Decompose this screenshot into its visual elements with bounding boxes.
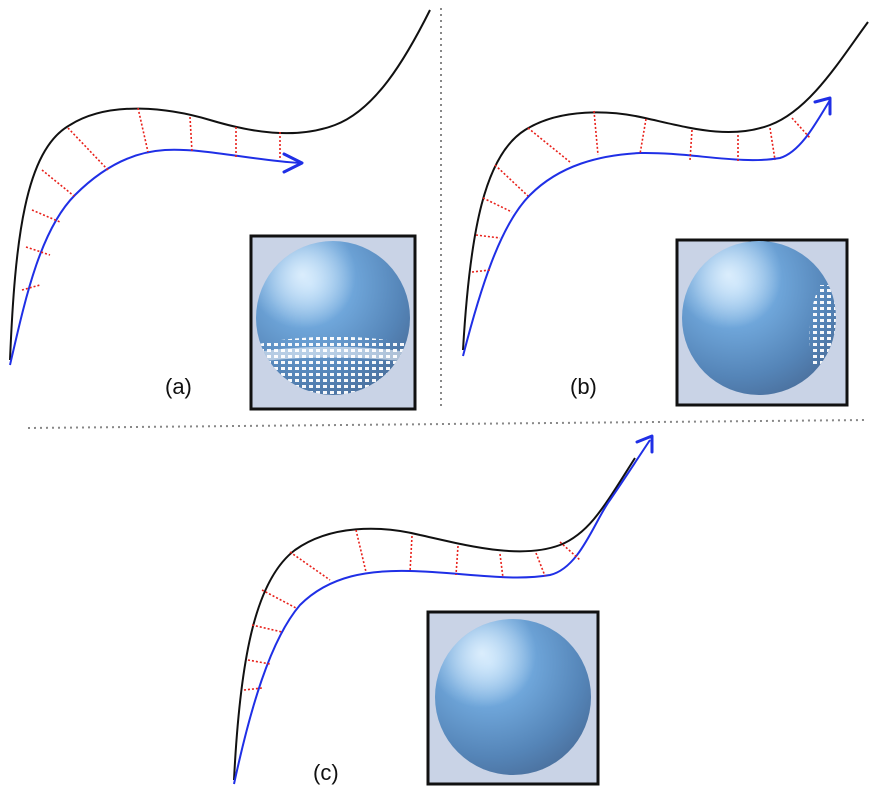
panel-a: (a) bbox=[9, 9, 431, 411]
panel-c: (c) bbox=[233, 434, 654, 786]
panel-label-a: (a) bbox=[165, 374, 192, 399]
tracked-curve bbox=[9, 148, 301, 366]
tracked-arrowhead bbox=[635, 434, 654, 454]
target-curve bbox=[233, 457, 636, 781]
panel-b: (b) bbox=[462, 21, 869, 407]
panel-label-b: (b) bbox=[570, 374, 597, 399]
error-lines bbox=[21, 107, 281, 291]
tracked-arrowhead bbox=[282, 152, 304, 174]
inset-sphere bbox=[426, 610, 600, 786]
inset-sphere bbox=[675, 238, 849, 407]
tracked-curve bbox=[233, 439, 651, 785]
inset-sphere bbox=[249, 234, 417, 411]
panel-label-c: (c) bbox=[313, 760, 339, 785]
target-curve bbox=[462, 21, 869, 351]
target-curve bbox=[9, 9, 431, 361]
error-lines bbox=[243, 529, 581, 691]
tracked-curve bbox=[462, 99, 831, 357]
tracked-arrowhead bbox=[813, 96, 832, 116]
error-lines bbox=[471, 110, 811, 273]
horizontal-divider bbox=[27, 419, 867, 429]
